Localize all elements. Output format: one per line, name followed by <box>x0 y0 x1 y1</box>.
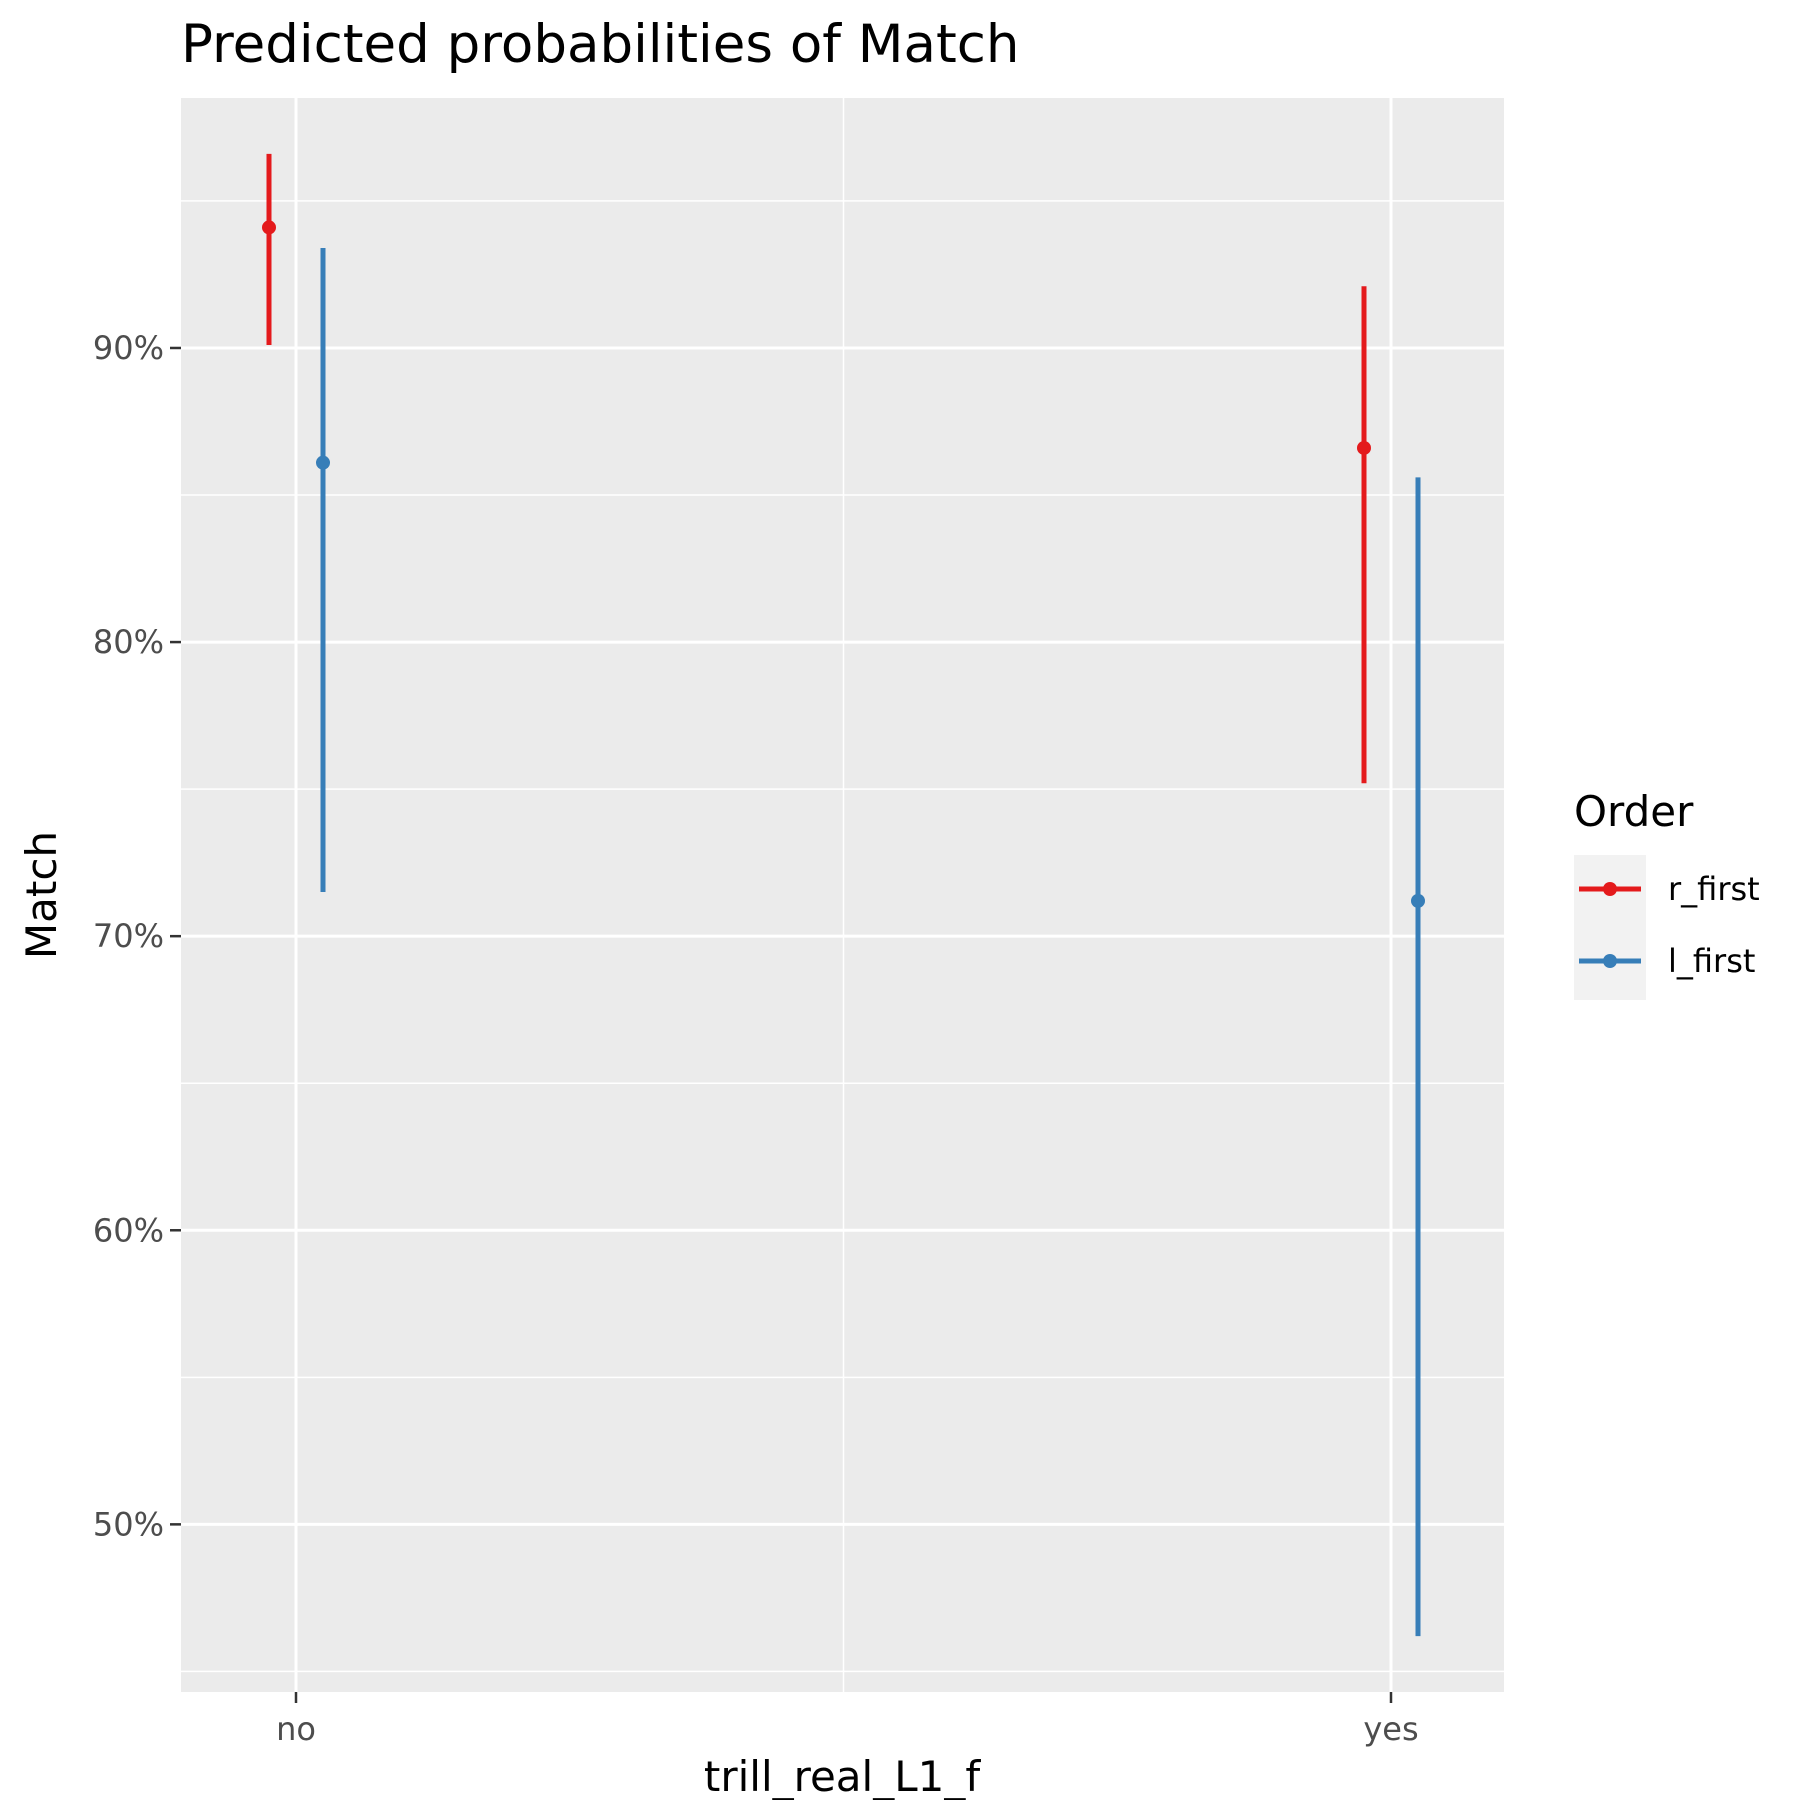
legend-point-r_first <box>1603 882 1617 896</box>
grid-lines <box>181 98 1504 1692</box>
legend: Order r_first l_first <box>1574 787 1760 1000</box>
legend-point-l_first <box>1603 954 1617 968</box>
y-tick-label: 60% <box>93 1211 164 1249</box>
point-l_first <box>316 455 330 470</box>
x-tick-label: no <box>276 1710 316 1748</box>
legend-items: r_first l_first <box>1579 870 1760 980</box>
y-axis: 50% 60% 70% 80% 90% <box>93 329 181 1543</box>
point-l_first <box>1411 893 1425 908</box>
y-tick-label: 70% <box>93 917 164 955</box>
point-r_first <box>262 220 276 235</box>
y-axis-title: Match <box>17 831 66 959</box>
y-tick-label: 80% <box>93 623 164 661</box>
x-axis-title: trill_real_L1_f <box>704 1752 981 1800</box>
legend-key-background <box>1574 855 1646 1000</box>
legend-label-l_first: l_first <box>1668 942 1755 980</box>
y-tick-label: 50% <box>93 1505 164 1543</box>
legend-label-r_first: r_first <box>1668 870 1760 908</box>
y-tick-label: 90% <box>93 329 164 367</box>
x-tick-label: yes <box>1363 1710 1418 1748</box>
series-layer <box>262 153 1425 1637</box>
chart-title: Predicted probabilities of Match <box>181 14 1020 75</box>
legend-title: Order <box>1574 787 1694 836</box>
point-r_first <box>1357 440 1371 455</box>
x-axis: no yes <box>276 1692 1419 1748</box>
plot-panel <box>181 98 1504 1692</box>
